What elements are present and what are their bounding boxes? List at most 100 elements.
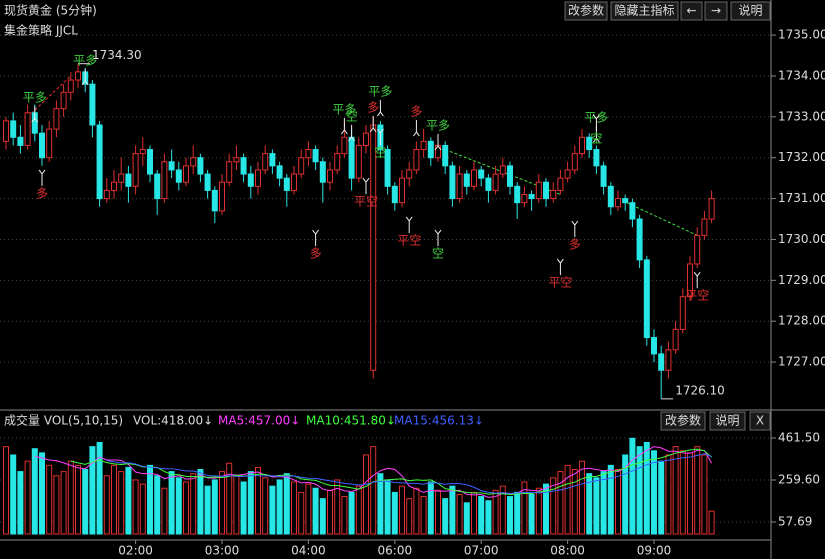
volume-bar xyxy=(550,477,557,535)
volume-bar xyxy=(672,446,679,535)
candle-body xyxy=(240,157,247,175)
candle-body xyxy=(319,161,326,183)
volume-bar xyxy=(139,483,146,535)
volume-bar xyxy=(269,485,276,535)
price-label: 1726.10 xyxy=(675,383,725,397)
ma-line xyxy=(34,446,713,498)
volume-bar xyxy=(679,450,686,535)
button[interactable] xyxy=(749,411,771,431)
candle-body xyxy=(341,136,348,155)
volume-bar xyxy=(39,452,45,535)
volume-bar xyxy=(528,493,535,535)
chart-title: 现货黄金 (5分钟) xyxy=(4,3,97,18)
volume-bar xyxy=(348,491,355,535)
candle-body xyxy=(276,165,283,179)
volume-bar xyxy=(291,481,297,535)
x-tick-label: 02:00 xyxy=(118,544,153,558)
x-tick-label: 03:00 xyxy=(205,544,240,558)
button-label[interactable]: 改参数 xyxy=(568,3,604,18)
candle-body xyxy=(75,71,81,81)
ma-legend: MA10:451.80↓ xyxy=(306,414,396,428)
button[interactable] xyxy=(564,1,608,21)
candle-body xyxy=(427,140,434,159)
signal-arrowhead xyxy=(693,271,701,277)
button[interactable] xyxy=(660,411,706,431)
button[interactable] xyxy=(709,411,746,431)
candle-body xyxy=(485,177,492,191)
x-tick-label: 09:00 xyxy=(637,544,672,558)
candle-body xyxy=(348,136,355,179)
button-label[interactable]: ← xyxy=(686,4,696,18)
y-tick-label: 1729.00 xyxy=(778,273,825,287)
candle-body xyxy=(111,181,117,191)
candle-body xyxy=(96,124,103,200)
volume-bar xyxy=(456,493,463,535)
volume-bar xyxy=(643,441,650,535)
volume-bar xyxy=(593,477,600,535)
volume-bar xyxy=(420,496,427,535)
volume-bar xyxy=(197,469,204,535)
volume-bar xyxy=(262,477,269,535)
button-label[interactable]: → xyxy=(711,4,721,18)
signal-label: 多 xyxy=(367,100,379,114)
candle-body xyxy=(636,218,643,261)
volume-bar xyxy=(687,452,693,535)
candle-body xyxy=(622,198,629,204)
signal-arrowhead xyxy=(377,111,384,117)
candle-body xyxy=(471,169,477,187)
volume-bar xyxy=(226,462,233,535)
button-label[interactable]: 说明 xyxy=(715,413,739,428)
button-label[interactable]: 说明 xyxy=(738,3,762,18)
button-label[interactable]: 隐藏主指标 xyxy=(614,3,674,18)
candle-body xyxy=(557,177,564,191)
candle-body xyxy=(370,124,377,371)
volume-bar xyxy=(233,475,240,535)
button-label[interactable]: 改参数 xyxy=(665,413,701,428)
signal-arrowhead xyxy=(362,177,370,183)
button[interactable] xyxy=(730,1,771,21)
signal-arrowhead xyxy=(312,229,319,235)
candle-body xyxy=(204,173,211,191)
signal-label: 平多 xyxy=(23,91,47,105)
candle-body xyxy=(298,157,305,175)
volume-bar xyxy=(665,454,672,535)
strategy-name: 集金策略 JJCL xyxy=(4,23,78,38)
signal-label: 平多 xyxy=(73,53,97,67)
volume-bar xyxy=(255,466,261,535)
volume-bar xyxy=(463,502,470,535)
candle-body xyxy=(449,165,456,200)
candle-body xyxy=(327,169,333,183)
candle-body xyxy=(67,79,74,93)
volume-bar xyxy=(75,464,81,535)
candle-body xyxy=(39,132,45,159)
volume-bar xyxy=(636,446,643,535)
signal-label: 空 xyxy=(590,131,602,145)
volume-bar xyxy=(298,491,305,535)
y-tick-label: 461.50 xyxy=(778,431,820,445)
button[interactable] xyxy=(680,1,703,21)
candle-body xyxy=(161,161,168,200)
x-tick-label: 06:00 xyxy=(378,544,413,558)
button[interactable] xyxy=(704,1,728,21)
volume-bar xyxy=(31,448,38,535)
candle-body xyxy=(103,189,110,200)
candle-body xyxy=(672,328,679,351)
candle-body xyxy=(478,169,485,179)
volume-bar xyxy=(334,479,341,535)
candle-body xyxy=(406,169,413,179)
volume-bar xyxy=(377,473,384,535)
signal-arrowhead xyxy=(348,136,355,142)
signal-label: 空 xyxy=(374,146,386,160)
candle-body xyxy=(499,165,506,175)
volume-bar xyxy=(507,496,513,535)
candle-body xyxy=(535,181,542,200)
volume-bar xyxy=(247,471,254,535)
candle-body xyxy=(507,165,513,187)
button[interactable] xyxy=(610,1,679,21)
candle-body xyxy=(665,349,672,371)
candle-body xyxy=(363,132,369,146)
volume-bar xyxy=(391,491,398,535)
volume-bar xyxy=(435,489,441,535)
volume-bar xyxy=(363,454,369,535)
button-label[interactable]: X xyxy=(756,414,764,428)
